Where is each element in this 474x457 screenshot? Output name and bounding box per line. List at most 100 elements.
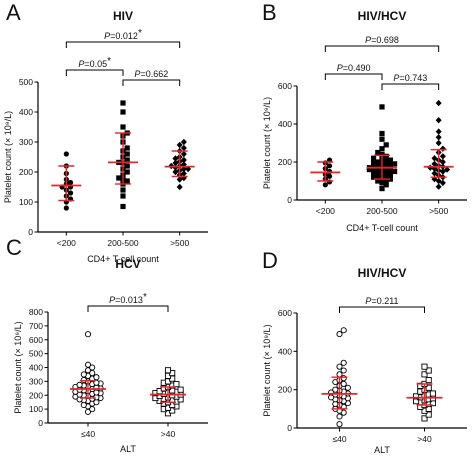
data-point	[176, 176, 183, 183]
significance-bracket	[65, 41, 181, 48]
data-point	[124, 163, 130, 169]
y-tick-label: 200	[278, 385, 292, 395]
data-point	[93, 374, 100, 381]
data-point	[371, 169, 377, 176]
y-tick-label: 200	[29, 390, 43, 400]
data-point	[392, 168, 398, 175]
y-tick-label: 800	[29, 307, 43, 317]
x-tick-label: <200	[316, 206, 335, 216]
data-point	[326, 163, 333, 169]
data-point	[383, 153, 389, 159]
data-point	[63, 151, 69, 157]
data-point	[375, 168, 381, 175]
data-point	[180, 138, 187, 146]
y-tick-label: 400	[278, 119, 292, 129]
y-axis-label: Platelet count (× 10⁹/L)	[3, 111, 13, 203]
data-point	[180, 156, 187, 164]
data-point	[340, 375, 347, 382]
y-tick-label: 100	[29, 404, 43, 414]
x-tick-label: >500	[429, 206, 448, 216]
data-point	[332, 386, 339, 393]
data-point	[124, 169, 130, 175]
panel-letter: D	[262, 248, 278, 273]
data-point	[336, 421, 343, 428]
data-point	[431, 155, 438, 162]
data-point	[439, 158, 446, 166]
significance-bracket	[381, 83, 440, 90]
y-tick-label: 300	[19, 137, 33, 147]
panel-letter: B	[262, 0, 277, 25]
data-point	[383, 163, 389, 169]
data-point	[180, 174, 187, 182]
data-point	[120, 124, 126, 130]
data-point	[326, 173, 333, 179]
data-point	[383, 167, 389, 174]
data-point	[180, 165, 187, 173]
data-point	[180, 161, 187, 168]
y-axis-label: Platelet count (× 10⁹/L)	[262, 324, 272, 416]
data-point	[340, 367, 347, 374]
data-point	[435, 99, 442, 107]
data-point	[375, 149, 381, 156]
y-tick-label: 500	[29, 349, 43, 359]
data-point	[84, 331, 92, 338]
x-axis-label: CD4+ T-cell count	[346, 223, 418, 233]
data-point	[336, 331, 343, 338]
significance-bracket	[324, 45, 440, 52]
data-point	[421, 371, 428, 378]
data-point	[371, 160, 377, 166]
p-value-label: P=0.662	[134, 69, 168, 79]
data-point	[371, 174, 377, 180]
x-tick-label: <200	[57, 238, 76, 248]
data-point	[180, 144, 187, 152]
data-point	[124, 145, 130, 151]
significance-bracket	[65, 69, 124, 76]
data-point	[120, 203, 126, 210]
data-point	[120, 193, 126, 199]
data-point	[375, 178, 381, 184]
data-point	[76, 381, 83, 388]
data-point	[435, 134, 442, 141]
panel-letter: C	[6, 235, 22, 260]
data-point	[375, 164, 381, 170]
data-point	[444, 166, 451, 173]
data-point	[379, 130, 385, 137]
y-tick-label: 700	[29, 321, 43, 331]
p-value-label: P=0.698	[365, 35, 399, 45]
data-point	[120, 100, 126, 106]
data-point	[322, 182, 328, 188]
panel-title: HCV	[115, 257, 140, 271]
data-point	[379, 136, 385, 142]
data-point	[387, 167, 393, 173]
data-point	[120, 187, 126, 193]
data-point	[336, 363, 343, 370]
y-tick-label: 100	[19, 197, 33, 207]
data-point	[340, 359, 347, 366]
x-axis-label: CD4+ T-cell count	[87, 254, 159, 264]
data-point	[439, 168, 446, 175]
panel-c: C HCV 0 100 200 300 400 500 600 700 800 Platelet co…	[6, 235, 208, 454]
data-point	[427, 164, 434, 171]
data-point	[435, 177, 442, 185]
y-axis-label: Platelet count (× 10⁹/L)	[13, 321, 23, 413]
data-point	[340, 380, 347, 387]
y-tick-label: 300	[29, 376, 43, 386]
y-tick-label: 200	[19, 167, 33, 177]
data-point	[383, 182, 389, 188]
data-point	[172, 168, 179, 176]
significance-bracket	[87, 305, 169, 312]
x-tick-label: >40	[417, 434, 432, 444]
data-point	[425, 367, 432, 374]
data-point	[63, 205, 69, 211]
data-point	[180, 170, 187, 177]
panel-title: HIV/HCV	[358, 9, 407, 23]
significance-bracket	[339, 306, 425, 313]
data-point	[176, 183, 183, 191]
data-point	[425, 411, 432, 418]
data-point	[435, 183, 442, 190]
y-tick-label: 0	[28, 227, 33, 237]
data-point	[89, 364, 96, 371]
y-tick-label: 0	[38, 418, 43, 428]
data-point	[421, 415, 428, 422]
panel-a: A HIV 0 100 200 300 400 500 Platelet count (× 10…	[3, 0, 208, 264]
